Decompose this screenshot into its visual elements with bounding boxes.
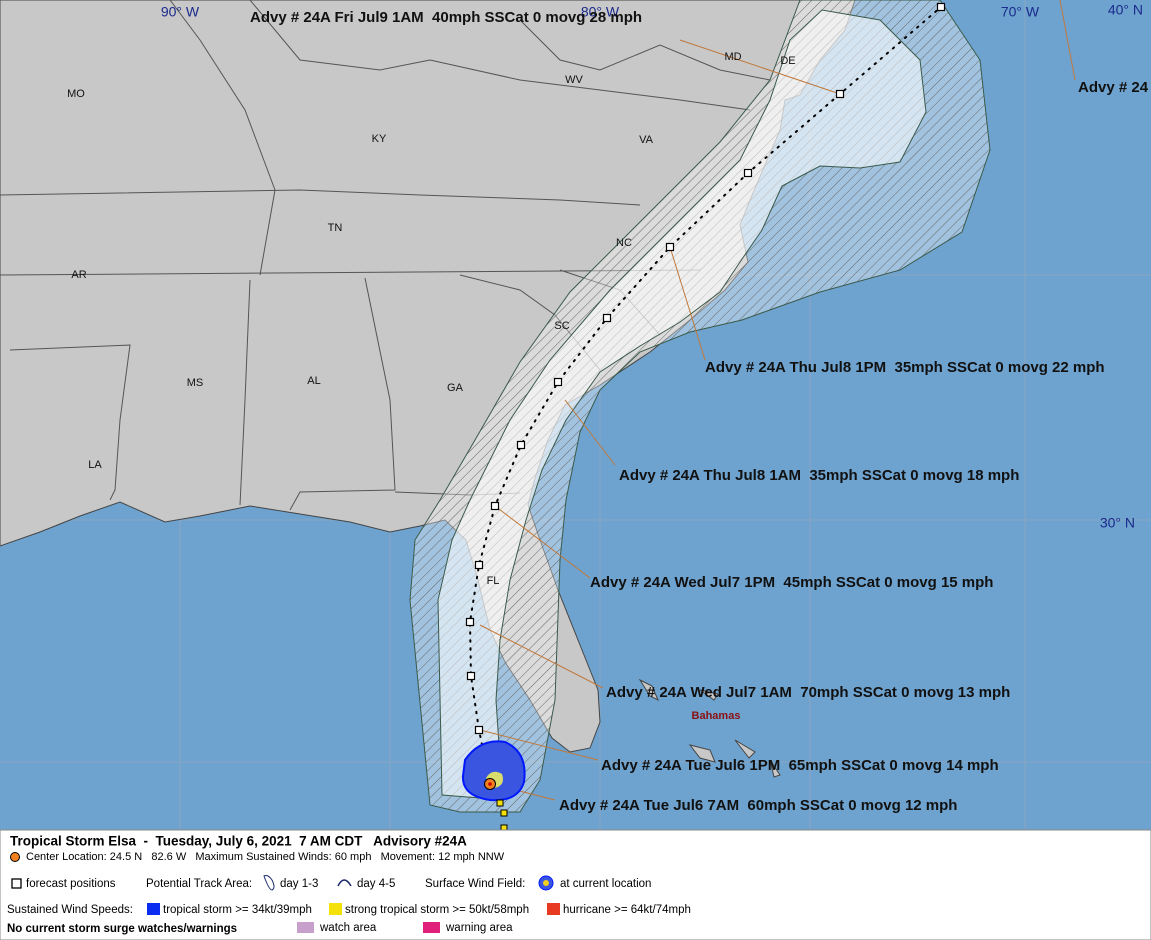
grid-label: 40° N (1108, 2, 1143, 18)
forecast-positions (465, 2, 946, 735)
leader-lines (479, 0, 1076, 801)
legend-text: Tropical Storm Elsa - Tuesday, July 6, 2… (7, 834, 691, 935)
state-label: AL (307, 375, 320, 387)
state-label: MD (724, 51, 741, 63)
advisory-label: Advy # 24A Wed Jul7 1AM 70mph SSCat 0 mo… (606, 684, 1010, 701)
advisory-label: Advy # 24 (1078, 79, 1149, 96)
bahamas (638, 678, 781, 778)
legend-item: forecast positions (26, 878, 116, 890)
cone-day-1-3 (437, 9, 927, 799)
place-label: Bahamas (692, 710, 741, 722)
grid-label: 70° W (1001, 4, 1040, 20)
legend-item: tropical storm >= 34kt/39mph (163, 904, 312, 916)
advisory-label: Advy # 24A Wed Jul7 1PM 45mph SSCat 0 mo… (590, 574, 993, 591)
advisory-label: Advy # 24A Thu Jul8 1PM 35mph SSCat 0 mo… (705, 359, 1105, 376)
legend-title: Tropical Storm Elsa - Tuesday, July 6, 2… (10, 834, 467, 849)
advisory-label: Advy # 24A Tue Jul6 1PM 65mph SSCat 0 mo… (601, 757, 999, 774)
advisory-label: Advy # 24A Fri Jul9 1AM 40mph SSCat 0 mo… (250, 9, 642, 26)
legend-item: hurricane >= 64kt/74mph (563, 904, 691, 916)
wind-field (461, 740, 526, 802)
legend-panel (0, 829, 1151, 940)
legend-item: Sustained Wind Speeds: (7, 904, 133, 916)
state-label: MS (187, 377, 204, 389)
legend-item: Surface Wind Field: (425, 878, 525, 890)
advisory-label: Advy # 24A Thu Jul8 1AM 35mph SSCat 0 mo… (619, 467, 1019, 484)
grid-label: 80° W (581, 4, 620, 20)
legend-item: warning area (445, 922, 513, 934)
legend-item: at current location (560, 878, 651, 890)
state-label: SC (554, 320, 569, 332)
state-label: LA (88, 459, 102, 471)
center-info: Center Location: 24.5 N 82.6 W Maximum S… (26, 851, 505, 863)
legend-item: watch area (319, 922, 377, 934)
past-positions (496, 799, 508, 832)
map-labels: 90° W 80° W 70° W 40° N 30° N MO KY WV VA MD DE TN N… (67, 2, 1149, 814)
state-label: VA (639, 134, 654, 146)
state-label: MO (67, 88, 85, 100)
state-label: AR (71, 269, 86, 281)
legend-item: strong tropical storm >= 50kt/58mph (345, 904, 529, 916)
legend-item: day 4-5 (357, 878, 395, 890)
advisory-label: Advy # 24A Tue Jul6 7AM 60mph SSCat 0 mo… (559, 797, 957, 814)
state-label: GA (447, 382, 464, 394)
grid-label: 30° N (1100, 515, 1135, 531)
center-marker (484, 778, 496, 790)
state-label: KY (372, 133, 387, 145)
legend-item: day 1-3 (280, 878, 318, 890)
legend-item: Potential Track Area: (146, 878, 252, 890)
surge-note: No current storm surge watches/warnings (7, 923, 237, 935)
state-label: FL (487, 575, 500, 587)
state-label: DE (780, 55, 795, 67)
state-label: NC (616, 237, 632, 249)
state-label: TN (328, 222, 343, 234)
grid-label: 90° W (161, 4, 200, 20)
state-label: WV (565, 74, 583, 86)
cone-outer (409, 0, 991, 813)
